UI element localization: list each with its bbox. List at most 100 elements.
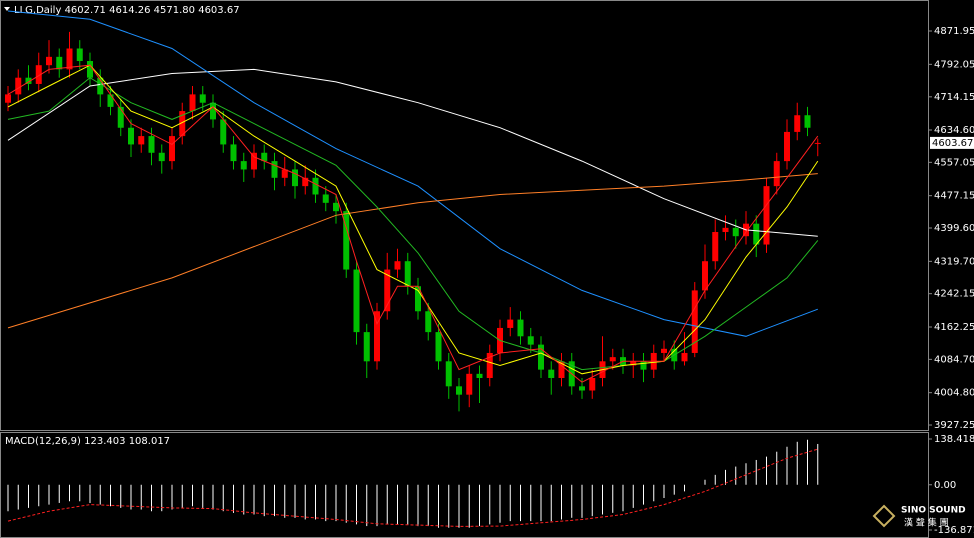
candle-body (415, 286, 421, 312)
candle-body (814, 142, 821, 144)
candle-body (722, 227, 729, 233)
indicator-line (7, 448, 818, 527)
candle-body (784, 131, 790, 162)
candle-body (732, 227, 739, 237)
indicator-line (7, 68, 818, 237)
y-tick-label: 4399.60 (934, 223, 974, 234)
candle-body (25, 77, 32, 84)
candle-body (384, 269, 391, 312)
candle-body (630, 361, 637, 366)
candle-body (681, 352, 688, 362)
candle-body (394, 261, 401, 270)
y-tick-label: 4084.70 (934, 354, 974, 365)
candle-body (456, 386, 462, 395)
candle-body (640, 361, 647, 370)
high-label: 4614.26 (109, 5, 150, 16)
y-tick-label: 0.00 (934, 480, 956, 491)
candle-body (292, 169, 298, 187)
brand: SINO SOUND (901, 506, 966, 516)
candle-body (15, 77, 22, 95)
candle-body (794, 115, 801, 132)
y-tick-label: 4634.60 (934, 125, 974, 136)
candle-body (486, 352, 493, 378)
close-label: 4603.67 (198, 5, 239, 16)
indicator-line (7, 64, 819, 375)
menu-arrow[interactable] (4, 7, 10, 11)
candle-body (579, 386, 585, 391)
candle-body (507, 319, 514, 328)
candle-body (661, 348, 667, 353)
candle-body (435, 332, 442, 362)
y-tick-label: 138.418 (934, 434, 974, 445)
symbol: LLG,Daily (14, 5, 61, 16)
y-tick-label: 4871.95 (934, 26, 974, 37)
candle-body (322, 194, 329, 203)
candle-body (210, 102, 216, 120)
symbol-header: LLG,Daily 4602.71 4614.26 4571.80 4603.6… (14, 5, 240, 16)
candle-body (230, 144, 237, 162)
candle-body (66, 48, 73, 70)
candle-body (712, 232, 719, 262)
candle-body (333, 202, 339, 212)
indicator-line (7, 77, 819, 371)
candle-body (548, 369, 555, 378)
candle-body (425, 311, 432, 333)
candle-body (281, 169, 288, 178)
y-tick-label: 4557.05 (934, 157, 974, 168)
candle-body (158, 152, 165, 162)
y-tick-label: -136.871 (934, 525, 974, 536)
brand-sub: 漢 聲 集 團 (904, 517, 949, 529)
logo-icon (872, 504, 896, 528)
candle-body (353, 269, 360, 333)
candle-body (261, 152, 268, 162)
candle-body (220, 119, 227, 145)
candle-body (404, 261, 411, 287)
candle-body (312, 177, 319, 195)
candle-body (35, 65, 42, 84)
candle-body (527, 336, 534, 345)
candle-body (302, 177, 309, 187)
indicator-line (7, 173, 818, 329)
open-label: 4602.71 (65, 5, 106, 16)
candle-body (271, 161, 278, 178)
candle-body (445, 361, 452, 387)
candle-body (363, 332, 370, 362)
watermark: SINO SOUND 漢 聲 集 團 (872, 504, 966, 529)
candle-body (609, 357, 616, 362)
candle-body (702, 261, 708, 291)
candle-body (763, 186, 770, 245)
candle-body (169, 136, 175, 162)
macd-value: 123.403 (84, 436, 125, 447)
candle-body (773, 161, 780, 187)
candle-body (189, 94, 196, 112)
indicator-line (7, 64, 819, 383)
candle-body (476, 373, 483, 378)
candle-body (87, 61, 93, 78)
candle-body (199, 94, 206, 103)
candle-body (107, 94, 114, 107)
candle-body (240, 161, 247, 170)
last-price-label: 4603.67 (932, 138, 973, 149)
candle-body (804, 115, 811, 128)
price-panel-frame (0, 0, 929, 431)
macd-title: MACD(12,26,9) (5, 436, 81, 447)
y-tick-label: 4792.05 (934, 59, 974, 70)
candle-body (128, 127, 134, 145)
y-tick-label: 3927.25 (934, 420, 974, 431)
y-tick-label: 4319.70 (934, 256, 974, 267)
candle-body (691, 290, 698, 353)
y-tick-label: 4477.15 (934, 191, 974, 202)
candle-body (76, 48, 83, 62)
candle-body (753, 223, 760, 245)
candle-body (179, 111, 186, 137)
y-tick-label: 4714.15 (934, 92, 974, 103)
indicator-line (7, 10, 818, 337)
y-tick-label: 4242.15 (934, 289, 974, 300)
candle-body (5, 94, 11, 103)
candle-body (251, 152, 257, 170)
candle-body (374, 311, 380, 362)
candle-body (466, 373, 473, 395)
candle-body (343, 211, 350, 270)
